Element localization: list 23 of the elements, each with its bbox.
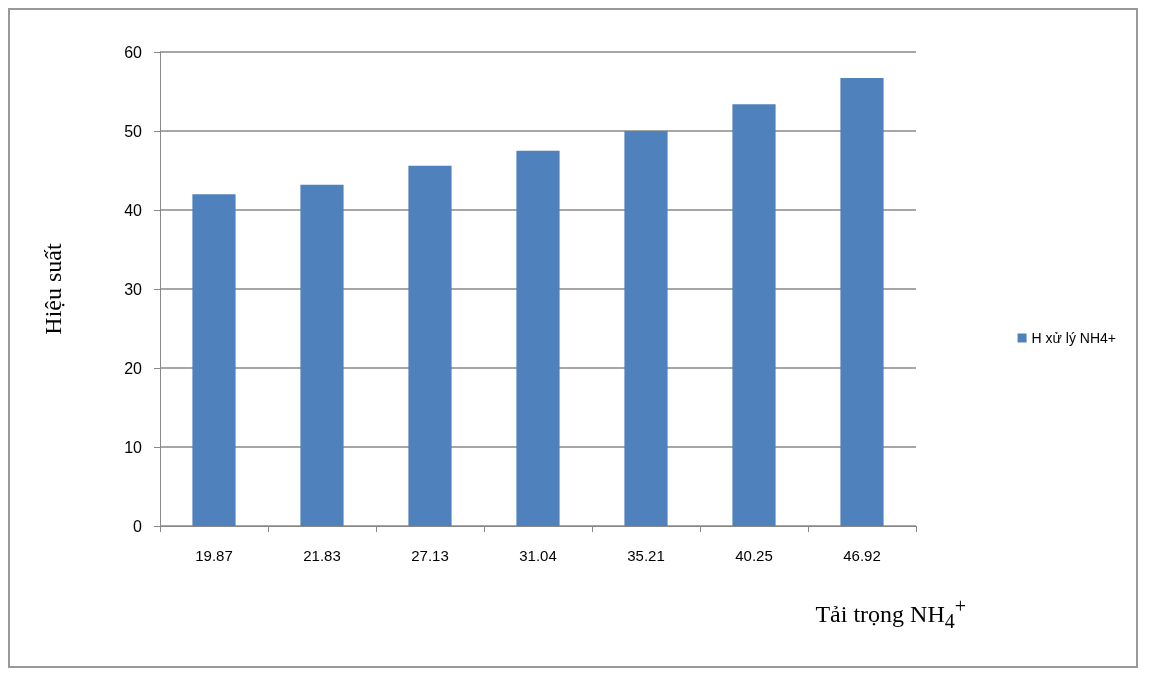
y-tick-label: 50 <box>124 122 143 140</box>
bar <box>840 78 884 526</box>
legend-label: H xử lý NH4+ <box>1031 330 1117 346</box>
bar <box>516 150 560 526</box>
x-tick-label: 46.92 <box>843 547 881 564</box>
bar <box>192 194 236 526</box>
bar <box>300 184 344 526</box>
y-tick-label: 0 <box>133 517 143 535</box>
x-tick-label: 27.13 <box>411 547 449 564</box>
y-tick-label: 30 <box>124 280 143 298</box>
x-tick-label: 21.83 <box>303 547 341 564</box>
y-tick-label: 10 <box>124 438 143 456</box>
y-axis-title: Hiệu suất <box>40 243 66 335</box>
bar <box>732 104 776 526</box>
x-tick-label: 31.04 <box>519 547 557 564</box>
x-tick-label: 19.87 <box>195 547 233 564</box>
y-tick-label: 60 <box>124 43 143 61</box>
bar <box>408 165 452 526</box>
y-tick-label: 40 <box>124 201 143 219</box>
x-tick-label: 35.21 <box>627 547 665 564</box>
bar <box>624 131 668 526</box>
y-tick-label: 20 <box>124 359 143 377</box>
x-tick-label: 40.25 <box>735 547 773 564</box>
